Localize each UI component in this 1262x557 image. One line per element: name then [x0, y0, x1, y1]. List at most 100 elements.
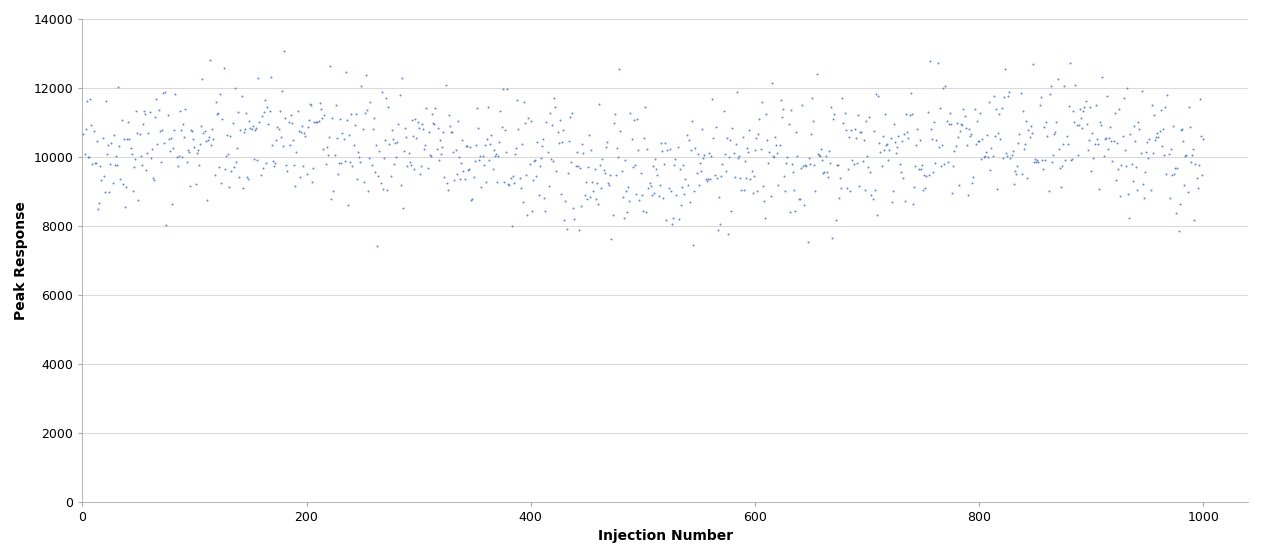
Point: [1001, 154, 1021, 163]
Point: [77, 96, 97, 105]
Point: [380, 140, 400, 149]
Point: [466, 140, 486, 149]
Point: [120, 144, 140, 153]
Point: [162, 199, 182, 208]
Point: [454, 175, 475, 184]
Point: [151, 126, 172, 135]
Point: [1102, 136, 1122, 145]
Point: [439, 110, 459, 119]
Point: [174, 133, 194, 141]
Point: [703, 133, 723, 142]
Point: [521, 207, 541, 216]
Point: [242, 122, 262, 131]
Point: [273, 141, 293, 150]
Point: [346, 109, 366, 118]
Point: [877, 139, 897, 148]
Point: [191, 122, 211, 131]
Point: [168, 162, 188, 170]
Point: [992, 104, 1012, 113]
Point: [1135, 168, 1155, 177]
Point: [339, 130, 360, 139]
Point: [1153, 150, 1174, 159]
Point: [839, 133, 859, 141]
Point: [418, 163, 438, 172]
Point: [988, 129, 1008, 138]
Point: [617, 208, 637, 217]
Point: [818, 173, 838, 182]
Point: [1023, 158, 1044, 167]
Point: [848, 110, 868, 119]
Point: [692, 167, 712, 175]
Point: [252, 164, 273, 173]
Point: [599, 180, 620, 189]
Point: [972, 154, 992, 163]
Point: [136, 165, 156, 174]
Point: [1169, 226, 1189, 235]
Point: [1142, 100, 1162, 109]
Point: [524, 157, 544, 165]
Point: [950, 126, 970, 135]
Point: [958, 191, 978, 200]
Point: [936, 117, 957, 126]
Point: [1010, 130, 1030, 139]
Point: [212, 115, 232, 124]
Point: [692, 124, 712, 133]
Point: [681, 116, 702, 125]
Point: [861, 168, 881, 177]
Point: [167, 153, 187, 162]
Point: [882, 186, 902, 195]
Point: [244, 154, 264, 163]
Point: [946, 119, 967, 128]
Point: [366, 140, 386, 149]
Point: [97, 150, 117, 159]
Point: [87, 136, 107, 145]
Point: [1103, 157, 1123, 165]
Point: [1018, 125, 1039, 134]
Point: [943, 162, 963, 171]
Point: [313, 144, 333, 153]
Point: [939, 119, 959, 128]
Point: [451, 159, 471, 168]
Point: [345, 121, 365, 130]
Point: [472, 152, 492, 160]
Point: [1015, 139, 1035, 148]
Point: [637, 145, 658, 154]
Point: [642, 161, 663, 170]
Point: [329, 158, 350, 167]
Point: [145, 112, 165, 121]
Point: [1092, 121, 1112, 130]
Point: [350, 152, 370, 161]
Point: [1049, 144, 1069, 153]
Point: [712, 172, 732, 180]
Point: [319, 132, 339, 141]
Point: [186, 180, 206, 189]
Point: [457, 141, 477, 150]
Point: [471, 152, 491, 160]
Point: [275, 113, 295, 122]
Point: [612, 193, 632, 202]
Point: [249, 74, 269, 82]
Point: [840, 187, 861, 196]
Point: [962, 129, 982, 138]
Point: [148, 140, 168, 149]
Point: [776, 159, 796, 168]
Point: [808, 149, 828, 158]
Point: [1068, 151, 1088, 160]
Point: [208, 109, 228, 118]
Point: [747, 187, 767, 196]
Point: [114, 134, 134, 143]
Point: [1099, 133, 1119, 142]
Point: [1070, 105, 1090, 114]
Point: [717, 134, 737, 143]
Point: [126, 106, 146, 115]
Point: [156, 220, 177, 229]
Point: [896, 110, 916, 119]
Point: [201, 140, 221, 149]
Point: [1152, 125, 1172, 134]
Point: [641, 190, 661, 199]
Point: [1022, 60, 1042, 69]
Point: [721, 135, 741, 144]
Point: [635, 102, 655, 111]
Point: [96, 96, 116, 105]
Point: [791, 100, 811, 109]
